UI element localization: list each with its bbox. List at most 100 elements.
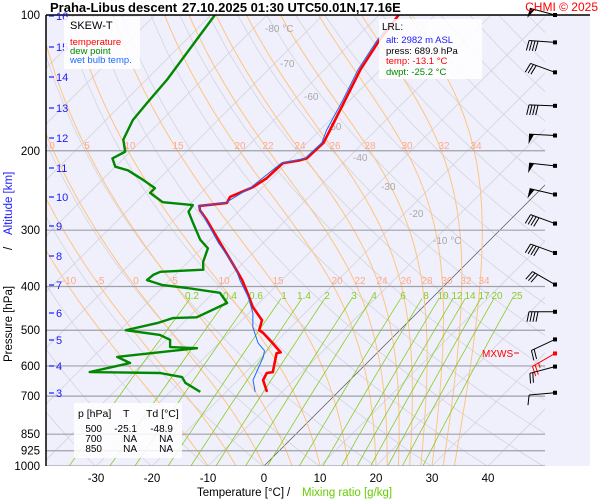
- altitude-tick-label: 14: [56, 72, 68, 84]
- barb-staff: [529, 40, 556, 43]
- mixing-ratio-label: 1: [281, 291, 287, 302]
- mixing-ratio-line: [370, 298, 466, 466]
- barb-half: [538, 362, 541, 368]
- moist-adiabat-label: 22: [262, 141, 274, 152]
- dry-adiabat-line: [353, 15, 545, 212]
- table-cell: NA: [159, 434, 173, 445]
- moist-adiabat-label: 15: [172, 141, 184, 152]
- title-station: Praha-Libus: [50, 0, 125, 15]
- altitude-tick-label: 11: [56, 163, 67, 175]
- barb-pennant: [528, 134, 535, 145]
- barb-full: [532, 311, 536, 322]
- barb-staff: [529, 366, 556, 374]
- isotherm-label: -10 °C: [433, 236, 461, 247]
- barb-staff: [529, 188, 556, 195]
- isotherm-label: -40: [353, 153, 368, 164]
- mixing-ratio-label: 10: [437, 291, 449, 302]
- isotherm-line: [46, 15, 492, 461]
- barb-station-dot: [553, 103, 557, 108]
- barb-station-dot: [553, 390, 557, 395]
- moist-adiabat-label: 28: [421, 276, 433, 287]
- moist-adiabat-label: 10: [218, 276, 230, 287]
- x-axis-separator: /: [287, 487, 291, 499]
- temperature-tick-label: 30: [426, 473, 439, 485]
- moist-adiabat-label: 26: [329, 141, 341, 152]
- barb-full: [531, 40, 536, 51]
- moist-adiabat-label: 30: [401, 141, 413, 152]
- table-header-td: Td [°C]: [146, 408, 179, 420]
- mixing-ratio-line: [402, 298, 495, 466]
- mixing-ratio-label: 0.6: [249, 291, 263, 302]
- dry-adiabat-line: [266, 15, 545, 305]
- moist-adiabat-label: 20: [234, 141, 246, 152]
- grid-labels: -80 °C-70-60-50-40-30-20-10 °C0 5 10 15 20 22…: [49, 24, 523, 302]
- plot-background: [46, 15, 590, 466]
- barb-staff: [531, 338, 556, 351]
- barb-full: [524, 63, 531, 73]
- barb-station-dot: [553, 309, 557, 314]
- mixing-ratio-line: [387, 298, 482, 466]
- legend: SKEW-T temperature dew point wet bulb te…: [64, 17, 140, 69]
- wind-barb: [528, 133, 557, 145]
- isotherm-line: [375, 296, 545, 466]
- barb-staff: [529, 392, 556, 396]
- mixing-ratio-label: 14: [464, 291, 476, 302]
- y-axis-title-pressure: Pressure [hPa]: [3, 286, 15, 362]
- barb-staff: [532, 271, 556, 285]
- mixing-ratio-label: 2: [324, 291, 330, 302]
- temperature-tick-label: -20: [144, 473, 161, 485]
- table-cell: -48.9: [150, 424, 173, 435]
- mixing-ratio-label: 4: [371, 291, 377, 302]
- pressure-tick-label: 500: [21, 325, 40, 337]
- barb-full: [528, 40, 533, 51]
- isotherm-label: -30: [381, 182, 396, 193]
- wind-barb: [529, 364, 557, 384]
- barb-full: [527, 394, 530, 406]
- barb-full: [524, 214, 531, 224]
- table-cell: NA: [159, 444, 173, 455]
- barb-staff: [532, 353, 556, 367]
- table-cell: 700: [85, 434, 102, 445]
- barb-full: [526, 104, 530, 115]
- altitude-tick-label: 5: [56, 335, 62, 347]
- barb-station-dot: [553, 364, 557, 369]
- isotherm-label: -60: [304, 92, 319, 103]
- moist-adiabat-label: 5: [172, 276, 178, 287]
- table-row: 700 NA NA: [85, 434, 173, 445]
- barb-full: [529, 373, 532, 384]
- altitude-tick-label: 12: [56, 133, 68, 145]
- moist-adiabat-label: -5: [96, 276, 105, 287]
- lrl-title: LRL:: [382, 22, 403, 33]
- barb-full: [534, 364, 539, 375]
- wind-barb: [524, 214, 557, 227]
- wind-barb: [528, 162, 557, 174]
- pressure-tick-label: 850: [21, 429, 40, 441]
- isotherm-line: [431, 352, 545, 466]
- moist-adiabat-label: 34: [470, 141, 482, 152]
- barb-full: [525, 271, 533, 280]
- isotherm-line: [95, 16, 545, 466]
- moist-adiabat-label: 20: [331, 276, 343, 287]
- pressure-tick-label: 100: [21, 10, 40, 22]
- wind-barb: [530, 337, 557, 361]
- barb-full: [535, 105, 539, 116]
- dry-adiabat-line: [324, 15, 545, 243]
- temperature-line: [198, 15, 400, 393]
- barb-full: [529, 104, 533, 116]
- mixing-ratio-line: [422, 298, 513, 466]
- table-cell: 500: [85, 424, 102, 435]
- title-coords: 50.01N,17.16E: [314, 0, 401, 15]
- legend-temperature: temperature: [70, 37, 121, 48]
- pressure-tick-label: 200: [21, 146, 40, 158]
- barb-station-dot: [553, 250, 557, 255]
- wind-barb: [524, 62, 557, 75]
- mixing-ratio-label: 6: [400, 291, 406, 302]
- barb-staff: [530, 243, 556, 254]
- lrl-temperature: temp: -13.1 °C: [386, 56, 447, 67]
- wind-barb: [524, 243, 557, 257]
- barb-station-dot: [553, 282, 557, 287]
- barb-full: [533, 246, 540, 257]
- y-axis-separator: /: [3, 246, 15, 250]
